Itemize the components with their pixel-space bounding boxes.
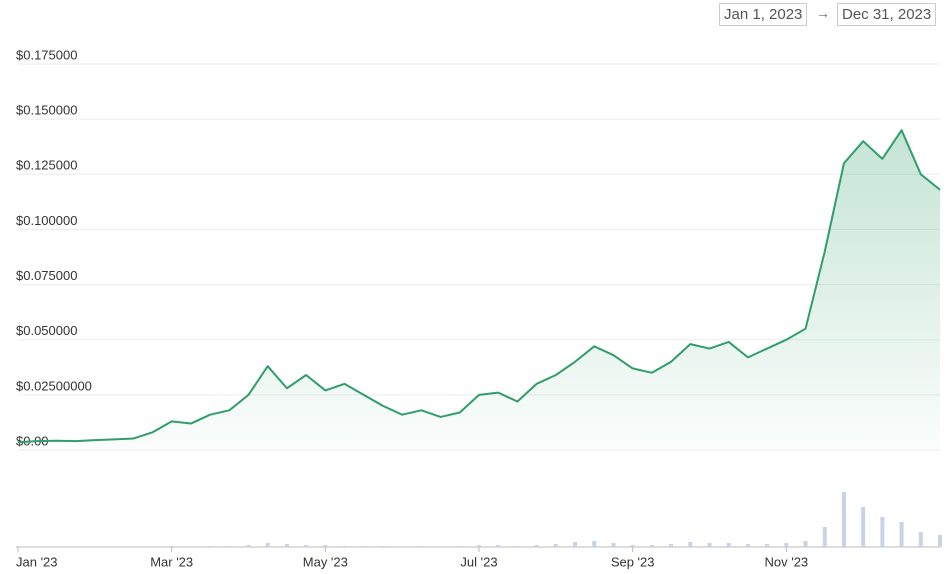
volume-bar bbox=[284, 544, 289, 547]
volume-bar bbox=[361, 546, 366, 547]
volume-bar bbox=[515, 546, 520, 547]
volume-bar bbox=[745, 544, 750, 547]
volume-bar bbox=[765, 544, 770, 547]
volume-bar bbox=[265, 543, 270, 547]
volume-bar bbox=[784, 543, 789, 547]
volume-bar bbox=[841, 492, 846, 547]
volume-bar bbox=[477, 545, 481, 547]
volume-bar bbox=[880, 517, 885, 547]
volume-bar bbox=[707, 543, 712, 547]
y-tick-label: $0.075000 bbox=[16, 268, 77, 283]
volume-bar bbox=[457, 546, 462, 547]
y-tick-label: $0.02500000 bbox=[16, 378, 92, 393]
y-tick-label: $0.175000 bbox=[16, 47, 77, 62]
volume-bar bbox=[688, 542, 693, 547]
volume-bar bbox=[669, 544, 674, 547]
volume-bar bbox=[630, 545, 635, 547]
volume-bar bbox=[861, 507, 866, 547]
volume-bar bbox=[496, 545, 501, 547]
volume-bar bbox=[553, 544, 558, 547]
volume-bar bbox=[342, 546, 347, 547]
volume-bar bbox=[803, 541, 808, 547]
volume-bar bbox=[323, 545, 328, 547]
x-tick-label: Nov '23 bbox=[764, 554, 808, 569]
price-area bbox=[18, 130, 940, 450]
volume-bar bbox=[726, 543, 731, 547]
y-tick-label: $0.150000 bbox=[16, 103, 77, 118]
y-tick-label: $0.100000 bbox=[16, 213, 77, 228]
y-tick-label: $0.125000 bbox=[16, 158, 77, 173]
volume-bar bbox=[227, 546, 232, 547]
volume-bar bbox=[246, 545, 251, 547]
x-tick-label: Sep '23 bbox=[611, 554, 655, 569]
end-date[interactable]: Dec 31, 2023 bbox=[837, 3, 937, 26]
x-tick-label: Mar '23 bbox=[150, 554, 193, 569]
x-tick-label: May '23 bbox=[303, 554, 348, 569]
volume-bar bbox=[938, 535, 942, 547]
x-tick-label: Jan '23 bbox=[16, 554, 58, 569]
volume-bar bbox=[304, 545, 309, 547]
volume-bar bbox=[573, 542, 578, 547]
volume-bar bbox=[169, 546, 174, 547]
volume-bar bbox=[611, 543, 616, 547]
volume-bar bbox=[534, 545, 539, 547]
price-line bbox=[17, 129, 941, 444]
x-tick-label: Jul '23 bbox=[460, 554, 497, 569]
volume-bar bbox=[380, 546, 385, 547]
volume-bar bbox=[649, 545, 654, 547]
y-tick-label: $0.050000 bbox=[16, 323, 77, 338]
volume-bar bbox=[899, 522, 904, 547]
volume-bar bbox=[918, 532, 923, 547]
volume-bar bbox=[822, 527, 827, 547]
start-date[interactable]: Jan 1, 2023 bbox=[719, 3, 808, 26]
volume-bar bbox=[592, 541, 597, 547]
volume-bar bbox=[419, 546, 424, 547]
range-arrow: → bbox=[816, 5, 830, 21]
volume-bar bbox=[208, 546, 213, 547]
